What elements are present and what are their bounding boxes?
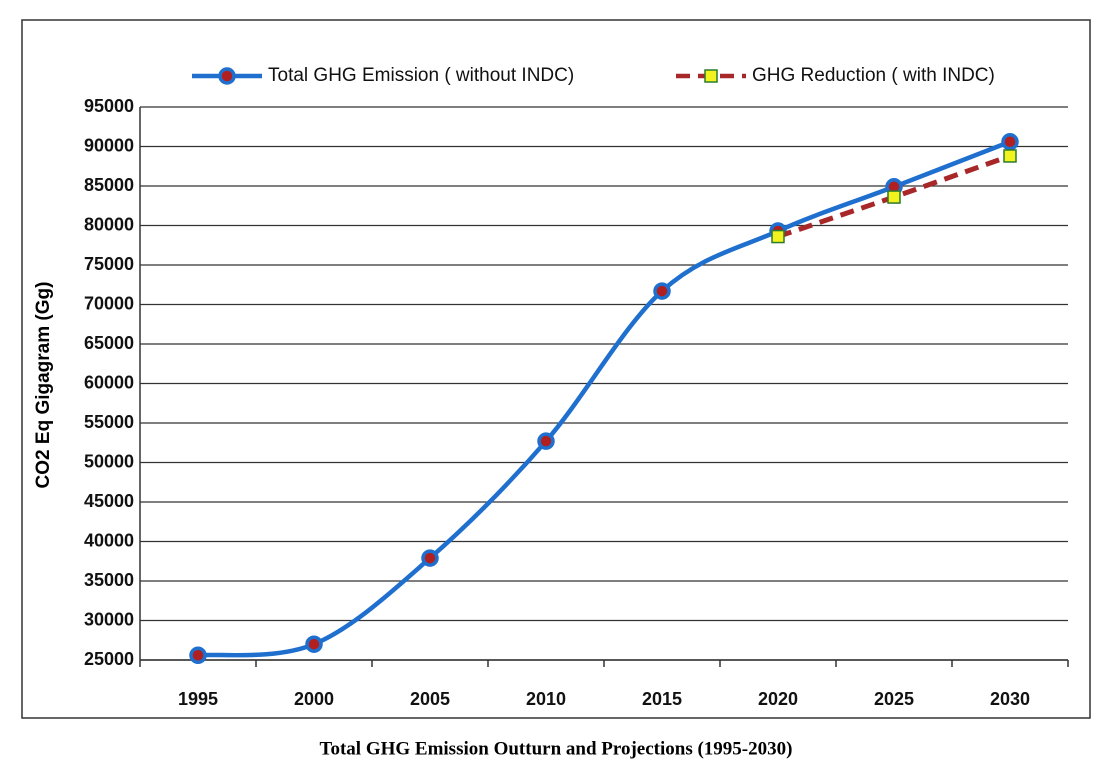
y-tick-label: 55000 xyxy=(84,412,134,432)
y-tick-label: 50000 xyxy=(84,451,134,471)
chart-title: Total GHG Emission Outturn and Projectio… xyxy=(320,738,793,759)
legend-label: Total GHG Emission ( without INDC) xyxy=(268,65,574,86)
point xyxy=(1003,149,1017,163)
y-tick-label: 35000 xyxy=(84,570,134,590)
chart-frame xyxy=(21,19,1091,719)
legend-marker xyxy=(704,69,718,83)
y-tick-label: 95000 xyxy=(84,96,134,116)
legend-marker xyxy=(218,67,236,85)
point xyxy=(537,432,555,450)
x-tick-label: 2020 xyxy=(758,689,798,709)
point xyxy=(887,190,901,204)
series-line xyxy=(197,139,1011,658)
y-tick-label: 30000 xyxy=(84,609,134,629)
x-tick-label: 2025 xyxy=(874,689,914,709)
y-tick-label: 90000 xyxy=(84,135,134,155)
point xyxy=(305,635,323,653)
y-axis-label: CO2 Eq Gigagram (Gg) xyxy=(33,282,54,489)
y-tick-label: 80000 xyxy=(84,214,134,234)
point xyxy=(1001,133,1019,151)
x-tick-label: 2010 xyxy=(526,689,566,709)
x-tick-label: 2030 xyxy=(990,689,1030,709)
y-tick-label: 75000 xyxy=(84,254,134,274)
point xyxy=(189,646,207,665)
x-tick-label: 2005 xyxy=(410,689,450,709)
y-tick-label: 60000 xyxy=(84,372,134,392)
y-tick-label: 45000 xyxy=(84,491,134,511)
x-tick-label: 1995 xyxy=(178,689,218,709)
point xyxy=(771,229,785,244)
y-tick-label: 65000 xyxy=(84,333,134,353)
y-tick-label: 40000 xyxy=(84,530,134,550)
x-tick-label: 2000 xyxy=(294,689,334,709)
point xyxy=(653,282,671,300)
legend-label: GHG Reduction ( with INDC) xyxy=(752,65,995,86)
y-tick-label: 70000 xyxy=(84,293,134,313)
y-tick-label: 85000 xyxy=(84,175,134,195)
x-tick-label: 2015 xyxy=(642,689,682,709)
point xyxy=(421,549,439,567)
y-tick-label: 25000 xyxy=(84,649,134,669)
